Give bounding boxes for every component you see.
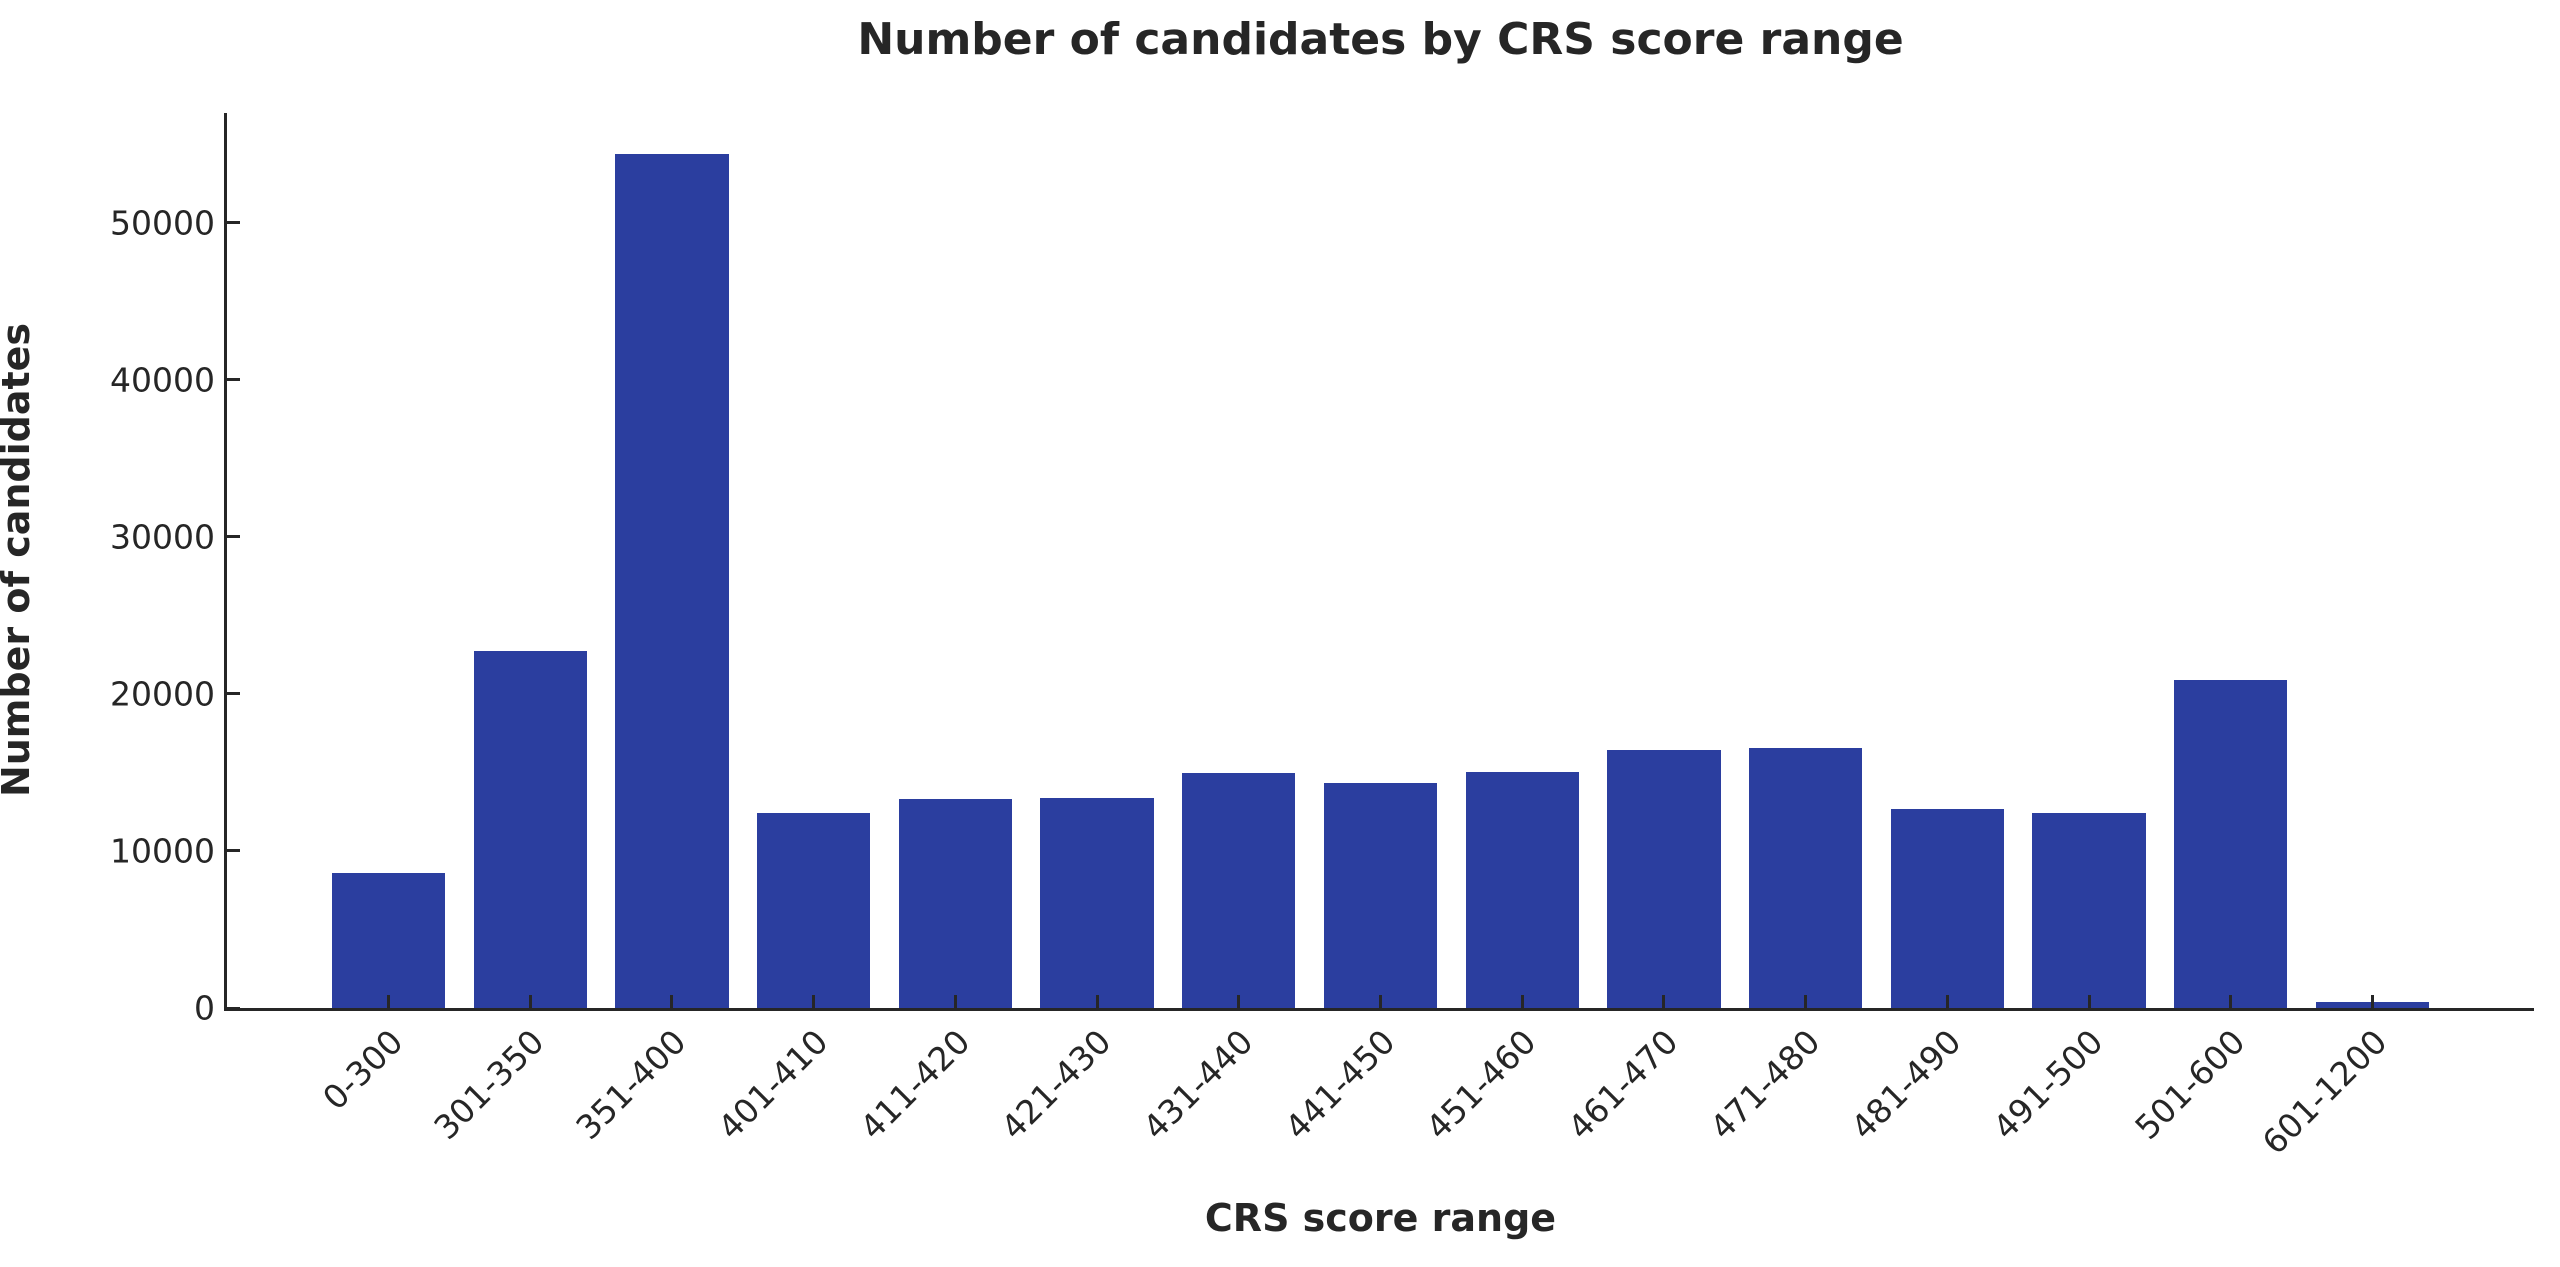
- x-tick-mark: [670, 995, 674, 1008]
- x-tick-mark: [1379, 995, 1382, 1008]
- x-tick-label: 471-480: [1702, 1022, 1828, 1148]
- x-tick-label: 401-410: [710, 1022, 836, 1148]
- bar-431-440: [1182, 773, 1296, 1008]
- bar-461-470: [1607, 749, 1721, 1008]
- y-tick-mark: [227, 378, 240, 382]
- y-tick-label: 10000: [110, 831, 215, 871]
- y-tick-mark: [227, 1006, 240, 1010]
- plot-area: 0 10000 20000 30000 40000 50000 0-300 301-350 35…: [110, 113, 2534, 1162]
- x-tick-label: 491-500: [1985, 1022, 2111, 1148]
- x-tick-mark: [1804, 995, 1808, 1008]
- y-tick-mark: [227, 221, 240, 225]
- y-axis-spine: [224, 113, 227, 1011]
- x-tick-label: 461-470: [1560, 1022, 1686, 1148]
- x-tick-label: 501-600: [2127, 1022, 2253, 1148]
- x-tick-mark: [1095, 995, 1099, 1008]
- x-tick-label: 441-450: [1276, 1022, 1403, 1148]
- x-tick-mark: [1945, 995, 1949, 1008]
- x-tick-label: 601-1200: [2254, 1022, 2395, 1162]
- y-tick-label: 0: [194, 988, 215, 1028]
- chart-title: Number of candidates by CRS score range: [857, 14, 1904, 65]
- x-tick-label: 411-420: [851, 1022, 977, 1148]
- x-tick-label: 451-460: [1418, 1022, 1544, 1148]
- bar-471-480: [1748, 748, 1863, 1008]
- y-tick-label: 50000: [110, 203, 215, 243]
- y-tick-label: 30000: [110, 517, 215, 557]
- x-tick-label: 0-300: [314, 1022, 411, 1118]
- x-tick-label: 431-440: [1135, 1022, 1261, 1148]
- x-tick-mark: [2087, 995, 2091, 1008]
- y-tick-mark: [227, 849, 240, 853]
- bar-421-430: [1040, 797, 1154, 1008]
- bar-351-400: [615, 153, 729, 1008]
- x-tick-label: 421-430: [993, 1022, 1119, 1148]
- x-axis-title: CRS score range: [1204, 1196, 1557, 1240]
- bar-0-300: [331, 872, 446, 1008]
- bar-401-410: [756, 812, 871, 1008]
- x-tick-label: 301-350: [426, 1022, 552, 1148]
- x-axis-spine: [224, 1008, 2534, 1011]
- x-tick-mark: [2370, 995, 2374, 1008]
- y-axis-title: Number of candidates: [0, 322, 38, 798]
- x-tick-mark: [528, 995, 532, 1008]
- x-tick-mark: [2229, 995, 2233, 1008]
- y-tick-label: 40000: [110, 360, 215, 400]
- y-tick-mark: [227, 692, 240, 696]
- x-tick-mark: [953, 995, 957, 1008]
- bar-491-500: [2032, 813, 2146, 1008]
- bar-411-420: [898, 799, 1013, 1008]
- x-tick-mark: [387, 995, 391, 1008]
- bar-501-600: [2174, 679, 2288, 1008]
- bar-481-490: [1890, 809, 2004, 1008]
- x-tick-mark: [1520, 995, 1524, 1008]
- bar-451-460: [1465, 771, 1579, 1008]
- x-tick-label: 351-400: [568, 1022, 694, 1148]
- x-tick-label: 481-490: [1843, 1022, 1969, 1148]
- y-tick-mark: [227, 535, 240, 539]
- x-tick-mark: [812, 995, 816, 1008]
- bar-301-350: [473, 650, 587, 1008]
- x-tick-mark: [1237, 995, 1241, 1008]
- bar-441-450: [1323, 782, 1438, 1008]
- y-tick-label: 20000: [110, 674, 215, 714]
- x-tick-mark: [1662, 995, 1666, 1008]
